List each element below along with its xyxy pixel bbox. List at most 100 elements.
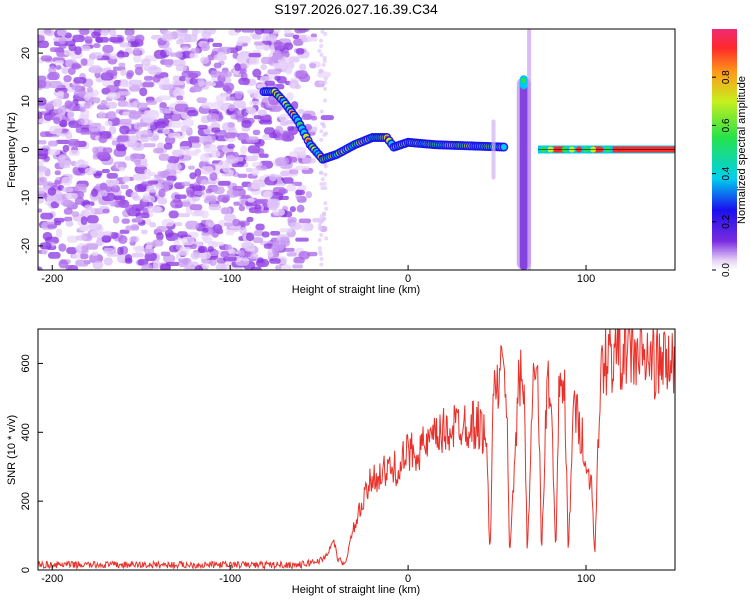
heatmap-cell xyxy=(54,87,68,93)
heatmap-cell xyxy=(199,252,211,259)
heatmap-cell xyxy=(66,235,78,243)
heatmap-cell xyxy=(135,130,149,140)
heatmap-cell xyxy=(75,259,89,267)
heatmap-cell xyxy=(253,115,262,120)
heatmap-cell xyxy=(251,266,262,270)
heatmap-cell xyxy=(158,83,173,90)
heatmap-cell xyxy=(176,249,189,256)
heatmap-cell xyxy=(38,140,47,145)
heatmap-cell xyxy=(207,241,219,248)
heatmap-cell xyxy=(232,100,246,109)
heatmap-cell xyxy=(186,189,197,198)
heatmap-cell xyxy=(491,119,496,180)
heatmap-cell xyxy=(152,74,161,83)
heatmap-cell xyxy=(176,39,184,45)
heatmap-cell xyxy=(91,31,101,39)
heatmap-cell xyxy=(191,185,206,191)
heatmap-cell xyxy=(145,244,153,250)
heatmap-cell xyxy=(53,108,64,114)
heatmap-cell xyxy=(167,156,180,164)
heatmap-cell xyxy=(227,249,236,254)
heatmap-cell xyxy=(163,142,173,150)
heatmap-cell xyxy=(224,222,234,227)
snr-y-tick-label: 400 xyxy=(20,423,32,441)
heatmap-cell xyxy=(320,115,335,121)
heatmap-cell xyxy=(143,143,156,148)
colorbar-tick-label: 0.0 xyxy=(721,263,732,277)
heatmap-cell xyxy=(118,62,126,68)
heatmap-cell xyxy=(54,48,65,53)
heatmap-cell xyxy=(101,168,110,174)
heatmap-cell xyxy=(143,75,153,81)
heatmap-cell xyxy=(232,185,244,191)
heatmap-cell xyxy=(174,194,187,199)
heatmap-cell xyxy=(251,33,262,40)
heatmap-cell xyxy=(161,219,175,227)
spectrogram-x-tick-label: 0 xyxy=(405,273,411,285)
heatmap-cell xyxy=(261,96,269,103)
heatmap-cell xyxy=(95,36,110,43)
heatmap-cell xyxy=(138,203,147,208)
heatmap-cell xyxy=(225,96,236,101)
heatmap-cell xyxy=(213,62,222,69)
heatmap-cell xyxy=(252,237,264,244)
heatmap-cell xyxy=(40,212,54,220)
heatmap-cell xyxy=(180,125,190,132)
heatmap-cell xyxy=(134,165,148,174)
heatmap-cell xyxy=(322,58,327,63)
heatmap-cell xyxy=(55,228,63,238)
heatmap-cell xyxy=(119,81,129,88)
heatmap-cell xyxy=(101,235,112,243)
heatmap-cell xyxy=(255,259,270,268)
snr-panel: -200 -100 0 100 0 200 400 600 Height of straig… xyxy=(6,328,676,596)
heatmap-cell xyxy=(272,208,286,216)
heatmap-cell xyxy=(165,261,180,267)
heatmap-cell xyxy=(234,29,242,33)
heatmap-cell xyxy=(244,155,258,162)
heatmap-cell xyxy=(58,43,67,49)
heatmap-cell xyxy=(199,81,214,86)
heatmap-cell xyxy=(323,201,328,206)
heatmap-cell xyxy=(100,100,108,106)
heatmap-cell xyxy=(124,29,135,36)
heatmap-cell xyxy=(54,60,64,65)
colorbar-tick-label: 0.2 xyxy=(721,214,732,228)
heatmap-cell xyxy=(67,110,75,119)
heatmap-cell xyxy=(158,188,166,198)
heatmap-cell xyxy=(203,198,217,204)
heatmap-cell xyxy=(323,76,328,81)
heatmap-cell xyxy=(194,190,205,196)
heatmap-cell xyxy=(130,153,142,163)
chart-title: S197.2026.027.16.39.C34 xyxy=(274,1,438,17)
heatmap-cell xyxy=(109,201,117,207)
heatmap-cell xyxy=(38,160,44,167)
heatmap-cell xyxy=(179,247,191,252)
heatmap-cell xyxy=(75,124,82,134)
heatmap-cell xyxy=(245,106,256,114)
heatmap-cell xyxy=(71,34,85,43)
heatmap-cell xyxy=(202,227,209,233)
heatmap-cell xyxy=(100,29,109,36)
snr-y-tick-label: 600 xyxy=(20,354,32,372)
heatmap-cell xyxy=(319,44,324,49)
heatmap-cell xyxy=(98,190,108,197)
heatmap-cell xyxy=(126,35,136,42)
heatmap-cell xyxy=(103,247,115,254)
heatmap-cell xyxy=(141,229,148,235)
heatmap-cell xyxy=(185,220,199,230)
heatmap-cell xyxy=(151,35,162,40)
heatmap-cell xyxy=(247,197,255,203)
heatmap-cell xyxy=(132,195,141,201)
heatmap-cell xyxy=(189,172,197,180)
heatmap-cell xyxy=(320,29,325,34)
heatmap-cell xyxy=(247,145,261,154)
heatmap-cell xyxy=(38,187,46,194)
heatmap-cell xyxy=(183,266,194,270)
heatmap-cell xyxy=(128,112,141,120)
heatmap-cell xyxy=(203,144,218,153)
heatmap-cell xyxy=(47,224,57,229)
snr-y-tick-label: 200 xyxy=(20,492,32,510)
heatmap-cell xyxy=(43,29,52,34)
heatmap-cell xyxy=(299,151,307,159)
heatmap-cell xyxy=(102,208,110,214)
